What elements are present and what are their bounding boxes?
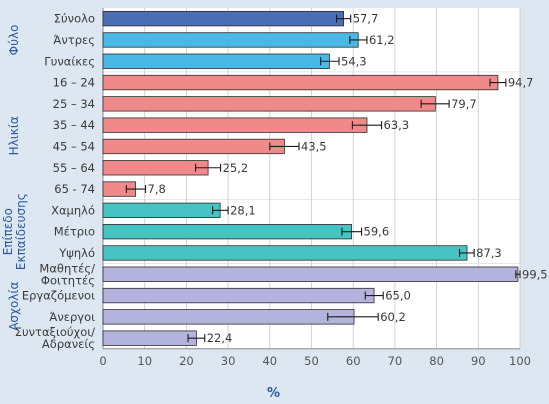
x-tick-label: 10 [137,354,152,368]
bar [102,74,499,91]
data-label: 59,6 [364,225,390,239]
data-label: 28,1 [230,203,256,217]
x-tick-label: 60 [346,354,361,368]
category-label: Αδρανείς [42,337,95,351]
category-label: 16 – 24 [53,76,95,90]
data-label: 7,8 [148,182,166,196]
bar [102,330,197,346]
bar [102,160,209,176]
category-label: Χαμηλό [51,203,95,217]
group-label: Ηλικία [7,116,21,155]
data-label: 94,7 [508,76,534,90]
x-tick-label: 70 [388,354,403,368]
bar [102,96,436,112]
category-label: 25 – 34 [53,97,95,111]
x-tick-label: 100 [509,354,531,368]
category-label: Άντρες [53,33,95,47]
bar [102,10,345,27]
data-label: 99,5 [522,267,548,281]
category-label: 45 – 54 [53,139,95,153]
category-label: Μαθητές/ [39,261,95,275]
category-label: Γυναίκες [44,54,95,68]
group-label: Επίπεδο [1,208,15,255]
data-label: 57,7 [353,12,379,26]
category-label: Συνταξιούχοι/ [15,325,95,339]
data-label: 54,3 [341,54,367,68]
group-label: Ασχολία [7,282,21,331]
data-label: 22,4 [207,331,233,345]
bar [102,117,368,133]
bar [102,32,359,48]
category-label: Εργαζόμενοι [22,289,95,303]
data-label: 61,2 [369,33,395,47]
category-label: 35 – 44 [53,118,95,132]
data-label: 65,0 [385,289,411,303]
x-tick-label: 40 [262,354,277,368]
bar [102,223,352,240]
category-label: Φοιτητές [41,273,95,287]
data-label: 60,2 [380,310,406,324]
x-tick-label: 0 [99,354,106,368]
bar [102,53,330,69]
x-tick-label: 20 [179,354,194,368]
group-label: Φύλο [7,25,21,56]
bar [102,309,355,325]
bar [102,266,519,282]
x-axis-title: % [267,386,280,401]
x-tick-label: 30 [221,354,236,368]
bar [102,245,468,261]
data-label: 43,5 [301,139,327,153]
x-tick-label: 50 [304,354,319,368]
category-label: Μέτριο [54,225,95,239]
bar [102,138,285,155]
data-label: 63,3 [384,118,410,132]
data-label: 79,7 [451,97,477,111]
category-label: Σύνολο [54,12,95,26]
bar [102,202,221,219]
category-label: 65 - 74 [54,182,95,196]
category-label: 55 – 64 [53,161,95,175]
x-tick-label: 80 [429,354,444,368]
category-label: Άνεργοι [49,310,95,324]
data-label: 25,2 [223,161,249,175]
category-label: Υψηλό [58,246,95,260]
x-tick-label: 90 [471,354,486,368]
group-label: Εκπαίδευσης [14,193,28,270]
data-label: 87,3 [476,246,502,260]
bar [102,287,375,304]
